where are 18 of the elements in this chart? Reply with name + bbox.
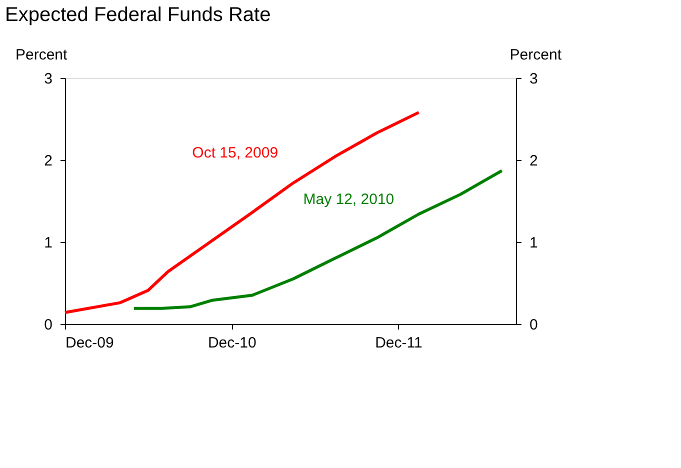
y-tick-label: 0 [44,316,52,334]
series-label: May 12, 2010 [303,190,394,208]
line-series [64,110,420,314]
y2-tick-label: 2 [530,152,538,170]
y2-tick-label: 1 [530,234,538,252]
y-tick-label: 3 [44,70,52,88]
chart-title: Expected Federal Funds Rate [5,4,271,26]
y2-tick-label: 0 [530,316,538,334]
series-label: Oct 15, 2009 [192,144,278,162]
x-tick-label: Dec-10 [208,334,256,352]
x-tick-label: Dec-11 [375,334,422,352]
y-axis-title: Percent [16,46,68,64]
y2-axis-title: Percent [510,46,562,64]
line-series [132,169,504,310]
y-tick-label: 1 [44,234,52,252]
y2-tick-label: 3 [530,70,538,88]
y-tick-label: 2 [44,152,52,170]
x-tick-label: Dec-09 [66,334,114,352]
